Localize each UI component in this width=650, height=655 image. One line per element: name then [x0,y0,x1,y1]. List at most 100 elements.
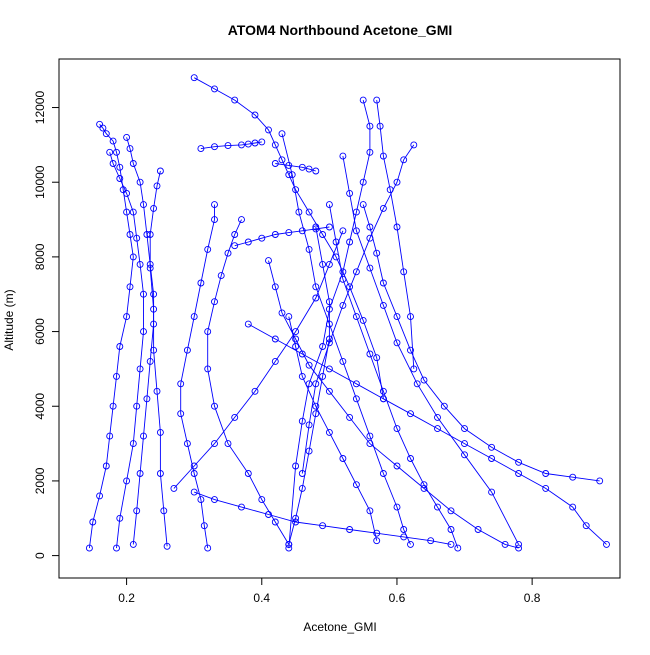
series-8 [231,223,333,250]
series-15 [325,201,462,552]
data-point [271,231,279,238]
data-point [251,139,259,147]
data-point [427,537,435,545]
data-point [400,156,408,164]
data-point [447,526,455,533]
data-point [204,544,212,552]
data-point [116,514,124,522]
data-point [488,455,496,462]
data-point [440,402,448,410]
data-point [312,410,320,418]
data-point [352,268,360,276]
data-point [136,365,144,373]
data-point [109,137,117,145]
data-point [515,544,523,552]
data-point [515,470,523,477]
data-point [325,365,333,373]
data-point [102,130,110,138]
data-point [379,387,387,395]
data-point [373,249,381,257]
data-point [373,537,381,545]
series-18 [244,320,610,548]
data-point [312,167,320,175]
data-point [113,372,120,380]
data-point [569,503,577,511]
data-point [339,301,347,309]
data-point [393,178,401,186]
series-21 [170,227,347,492]
series-line [200,141,262,150]
data-point [204,245,212,253]
data-point [319,231,327,238]
x-tick-label: 0.2 [118,591,135,605]
data-point [153,182,161,190]
series-line [281,133,411,545]
data-point [339,268,347,276]
data-point [474,526,482,533]
data-point [190,74,198,82]
data-point [238,216,245,224]
series-line [288,316,378,541]
data-point [373,354,381,362]
data-point [305,165,313,173]
data-point [305,447,313,455]
data-series-layer [85,74,610,552]
data-point [454,544,462,552]
data-point [258,234,266,242]
series-10 [271,160,320,175]
data-point [379,204,387,212]
data-point [96,120,104,128]
data-point [393,462,401,470]
data-point [265,126,272,134]
data-point [501,540,509,548]
data-point [96,492,104,500]
data-point [204,365,212,373]
series-17 [359,201,604,485]
data-point [352,395,360,403]
data-point [393,313,401,321]
data-point [420,481,428,489]
data-point [109,160,117,167]
data-point [366,223,374,231]
data-point [285,540,293,548]
data-point [400,268,408,276]
data-point [312,223,320,231]
series-23 [285,313,381,545]
series-line [362,204,600,482]
data-point [407,410,414,418]
series-1 [85,120,137,552]
data-point [146,231,154,238]
data-point [271,283,279,291]
series-22 [190,488,455,548]
data-point [346,238,354,246]
x-tick-label: 0.6 [389,591,406,605]
data-point [366,432,374,440]
data-point [285,544,293,552]
data-point [190,470,198,477]
data-point [339,455,347,462]
data-point [352,313,360,321]
data-point [410,141,418,149]
series-line [248,323,607,545]
data-point [211,143,218,151]
data-point [366,440,374,448]
series-line [268,260,519,549]
series-4 [146,167,171,550]
data-point [265,511,272,518]
data-point [113,544,120,552]
data-point [116,175,124,182]
data-point [400,533,408,541]
data-point [325,201,333,209]
data-point [211,496,218,504]
data-point [197,279,205,287]
data-point [211,298,218,306]
data-point [542,484,550,492]
data-point [488,443,496,451]
data-point [288,171,296,179]
series-line [301,144,415,474]
series-line [288,99,371,549]
series-line [288,226,330,545]
series-line [194,491,452,545]
data-point [305,245,313,253]
